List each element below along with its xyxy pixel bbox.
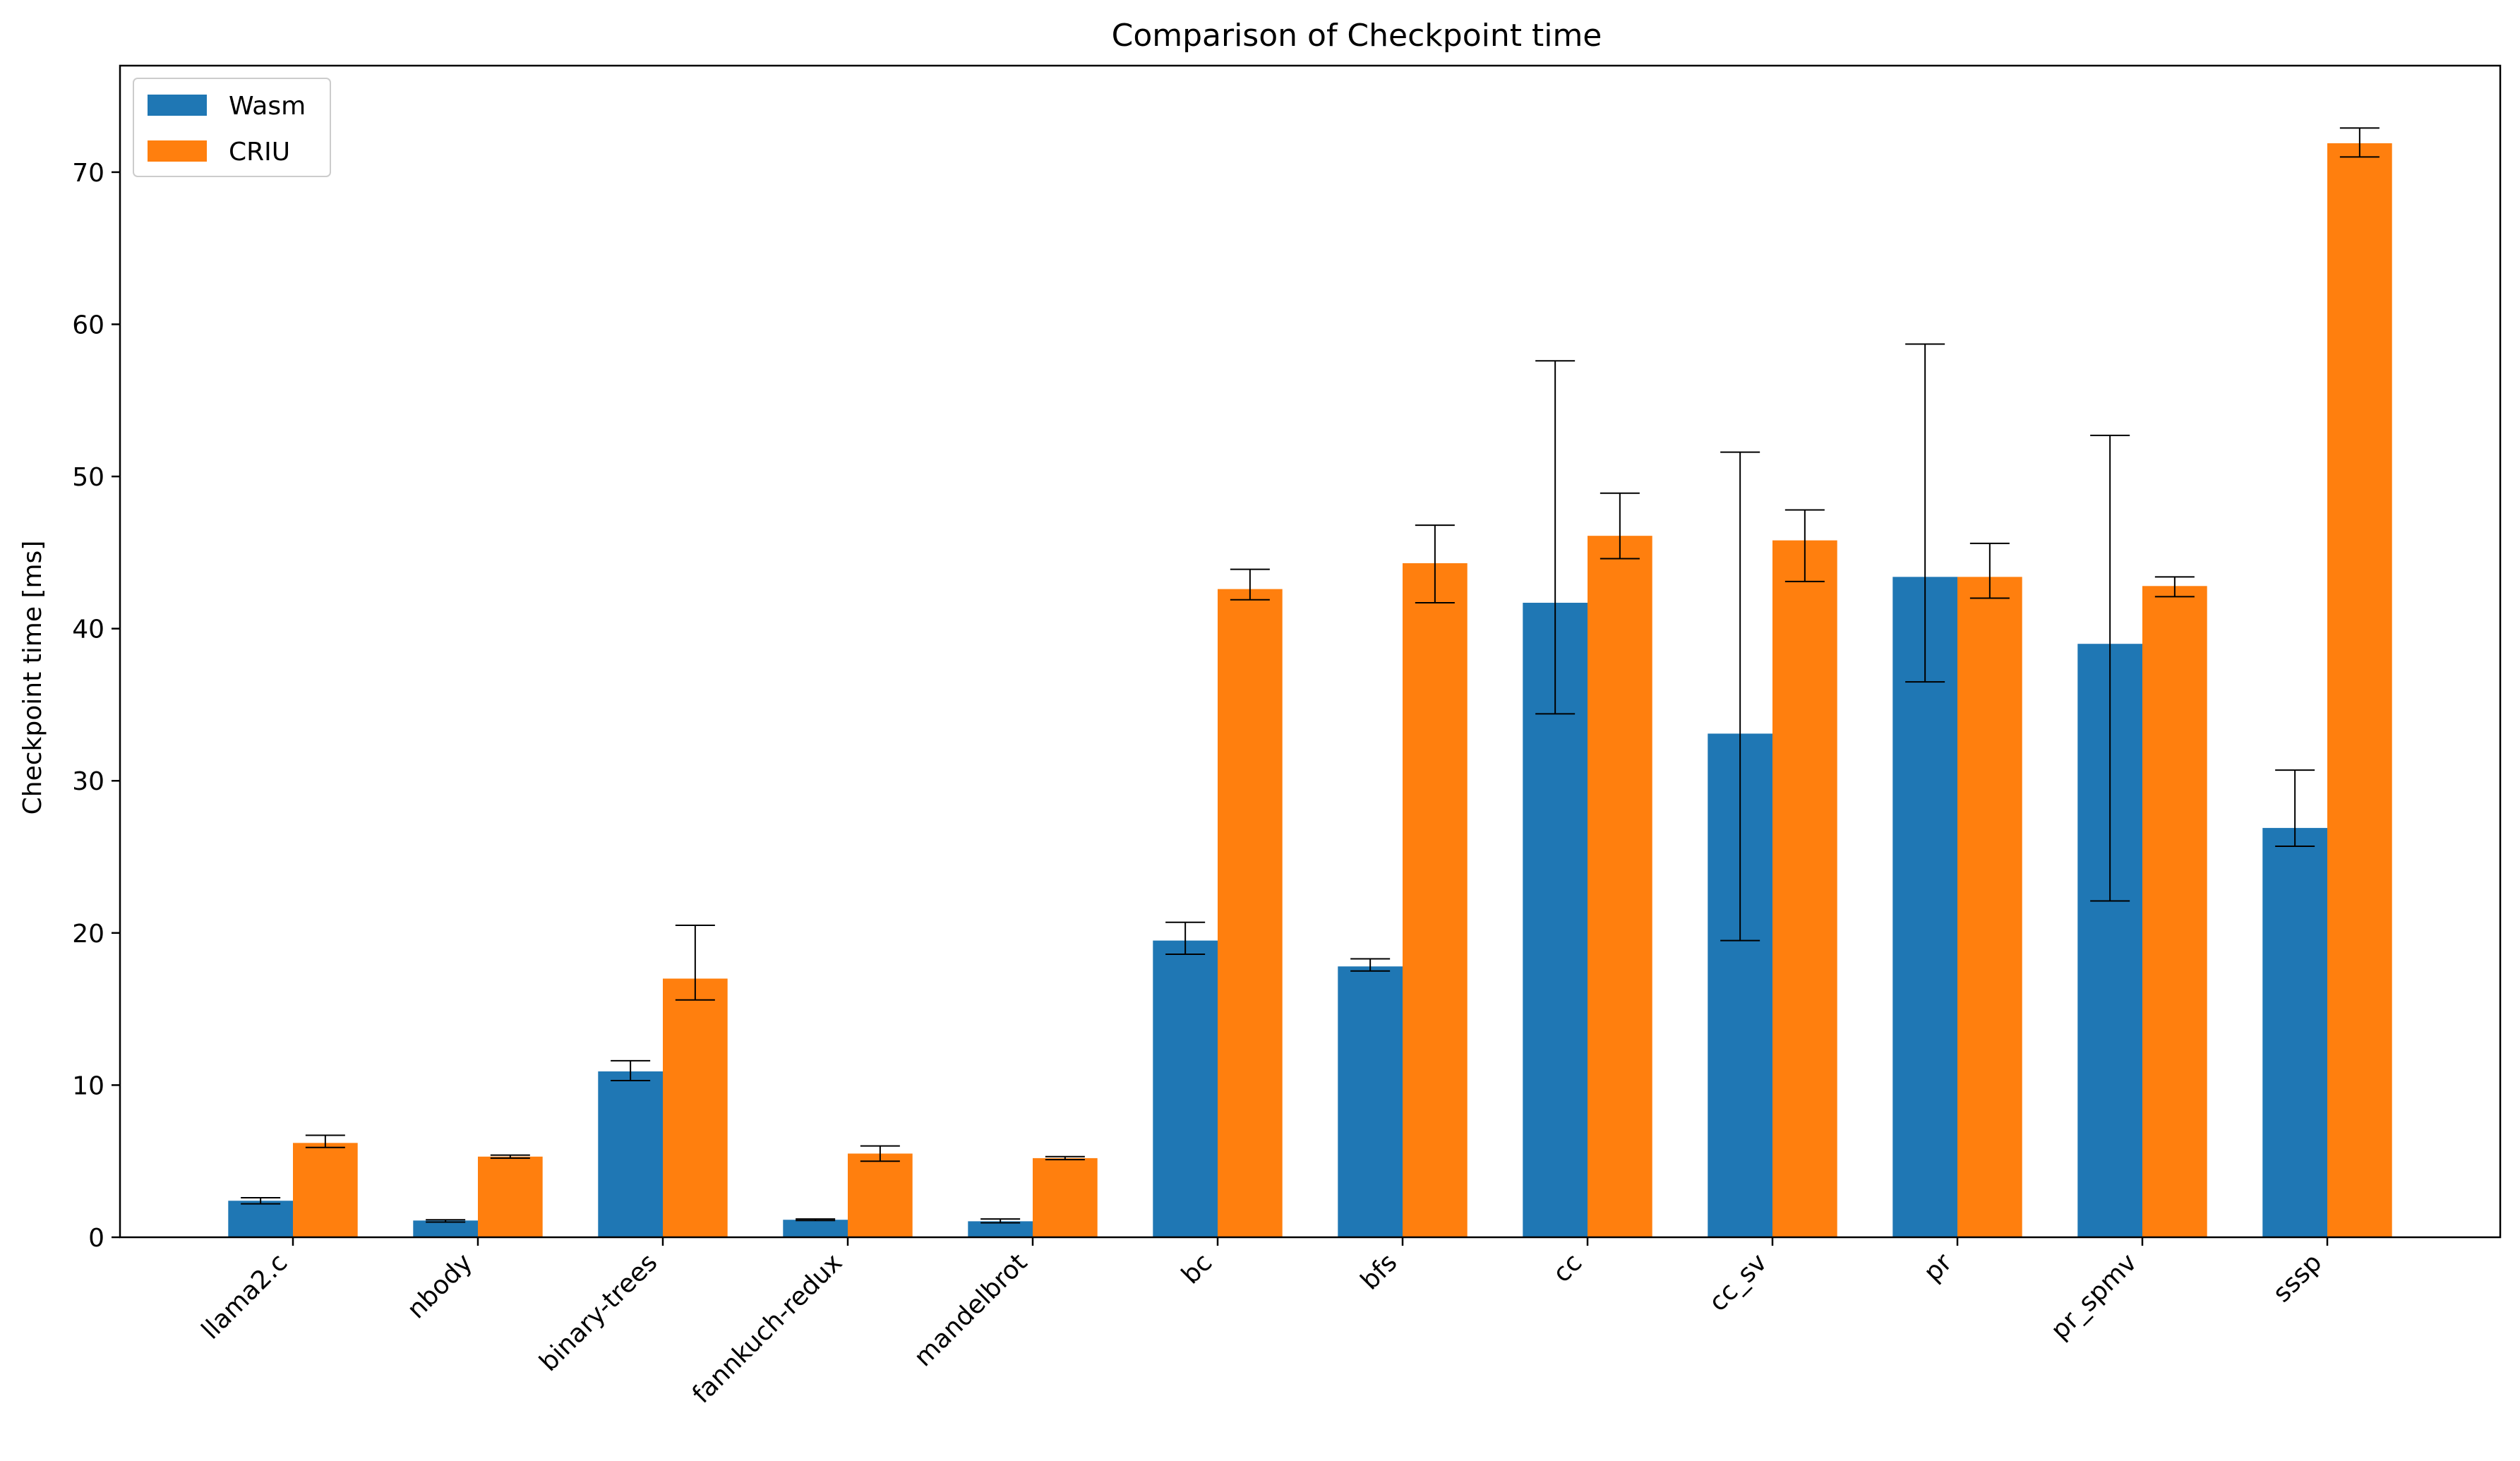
bar-wasm-nbody <box>413 1220 478 1237</box>
bar-criu-fannkuch-redux <box>848 1153 913 1237</box>
legend-label-criu: CRIU <box>229 138 290 167</box>
y-axis: 0 10 20 30 40 50 60 70 <box>72 159 120 1253</box>
y-tick-label-50: 50 <box>72 463 104 492</box>
bar-wasm-bfs <box>1338 966 1403 1237</box>
bar-criu-bc <box>1218 589 1283 1237</box>
bar-wasm-fannkuch-redux <box>783 1220 848 1237</box>
bar-wasm-binary-trees <box>598 1071 663 1237</box>
x-tick-label-nbody: nbody <box>402 1248 478 1324</box>
legend-swatch-criu <box>148 140 207 162</box>
bar-criu-cc <box>1588 536 1652 1237</box>
error-bars-layer <box>241 127 2380 1224</box>
bar-criu-binary-trees <box>663 978 728 1237</box>
x-tick-label-bfs: bfs <box>1355 1248 1403 1295</box>
y-tick-label-40: 40 <box>72 615 104 644</box>
chart-title: Comparison of Checkpoint time <box>1112 18 1602 54</box>
bar-wasm-pr <box>1892 577 1957 1237</box>
bar-criu-llama2-c <box>293 1143 358 1237</box>
x-tick-label-cc-sv: cc_sv <box>1703 1248 1772 1317</box>
legend-label-wasm: Wasm <box>229 92 306 121</box>
x-tick-label-pr-spmv: pr_spmv <box>2046 1248 2143 1345</box>
y-tick-label-0: 0 <box>88 1224 104 1253</box>
bar-criu-pr-spmv <box>2142 586 2207 1237</box>
x-tick-label-fannkuch-redux: fannkuch-redux <box>687 1248 848 1409</box>
x-axis: llama2.c nbody binary-trees fannkuch-redux m… <box>196 1237 2329 1409</box>
x-tick-label-sssp: sssp <box>2267 1248 2327 1308</box>
x-tick-label-binary-trees: binary-trees <box>534 1248 664 1377</box>
y-tick-label-70: 70 <box>72 159 104 188</box>
plot-frame <box>119 64 2502 1239</box>
bars-layer <box>228 143 2392 1238</box>
bar-wasm-sssp <box>2262 828 2327 1237</box>
bar-criu-nbody <box>478 1156 543 1237</box>
y-axis-label: Checkpoint time [ms] <box>18 541 47 815</box>
bar-criu-bfs <box>1403 563 1468 1237</box>
bar-criu-mandelbrot <box>1033 1158 1098 1237</box>
x-tick-label-llama2-c: llama2.c <box>196 1248 293 1345</box>
bar-criu-pr <box>1957 577 2022 1237</box>
bar-criu-sssp <box>2327 143 2392 1238</box>
y-tick-label-60: 60 <box>72 311 104 339</box>
bar-wasm-bc <box>1153 940 1218 1237</box>
y-tick-label-20: 20 <box>72 920 104 949</box>
y-tick-label-30: 30 <box>72 767 104 796</box>
x-tick-label-bc: bc <box>1176 1248 1218 1289</box>
legend: Wasm CRIU <box>133 78 331 177</box>
x-tick-label-pr: pr <box>1919 1248 1958 1287</box>
bar-wasm-llama2-c <box>228 1201 293 1237</box>
legend-swatch-wasm <box>148 95 207 116</box>
y-tick-label-10: 10 <box>72 1071 104 1100</box>
x-tick-label-cc: cc <box>1547 1248 1588 1288</box>
x-tick-label-mandelbrot: mandelbrot <box>908 1248 1033 1372</box>
bar-criu-cc-sv <box>1772 540 1837 1237</box>
bar-wasm-mandelbrot <box>968 1221 1033 1237</box>
